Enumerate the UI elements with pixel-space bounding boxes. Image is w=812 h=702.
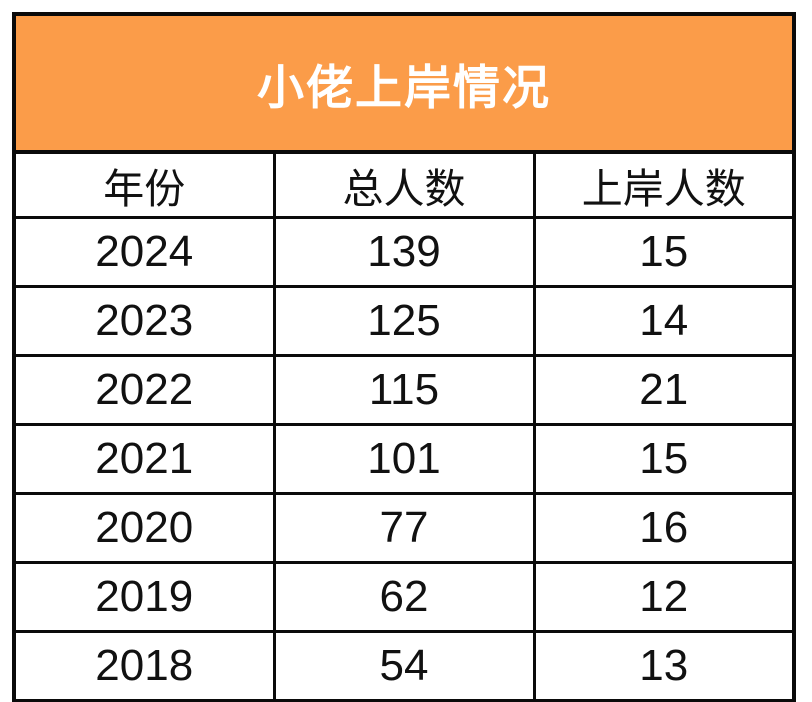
table-row: 2019 62 12 [12,561,796,633]
table-row: 2021 101 15 [12,423,796,495]
landed-cell: 14 [532,285,796,357]
table-row: 2023 125 14 [12,285,796,357]
landed-cell: 16 [532,492,796,564]
year-cell: 2019 [12,561,276,633]
year-cell: 2023 [12,285,276,357]
year-cell: 2024 [12,216,276,288]
data-table-container: 小佬上岸情况 年份 总人数 上岸人数 2024 139 15 2023 125 14 202… [12,12,796,702]
total-cell: 101 [272,423,536,495]
year-cell: 2020 [12,492,276,564]
table-title: 小佬上岸情况 [257,60,551,114]
table-body: 2024 139 15 2023 125 14 2022 115 21 2021 101 15 2020… [12,216,796,702]
title-row: 小佬上岸情况 [14,14,794,154]
data-table: 小佬上岸情况 年份 总人数 上岸人数 2024 139 15 2023 125 14 202… [12,12,796,702]
year-cell: 2022 [12,354,276,426]
total-cell: 62 [272,561,536,633]
landed-cell: 15 [532,216,796,288]
table-row: 2024 139 15 [12,216,796,288]
total-cell: 125 [272,285,536,357]
col-header-year: 年份 [12,150,276,219]
header-row: 年份 总人数 上岸人数 [12,150,796,219]
year-cell: 2021 [12,423,276,495]
total-cell: 54 [272,630,536,702]
table-row: 2020 77 16 [12,492,796,564]
year-cell: 2018 [12,630,276,702]
total-cell: 115 [272,354,536,426]
landed-cell: 12 [532,561,796,633]
table-row: 2022 115 21 [12,354,796,426]
table-title-banner: 小佬上岸情况 [14,14,794,154]
total-cell: 139 [272,216,536,288]
col-header-landed: 上岸人数 [532,150,796,219]
landed-cell: 15 [532,423,796,495]
landed-cell: 21 [532,354,796,426]
col-header-total: 总人数 [272,150,536,219]
total-cell: 77 [272,492,536,564]
landed-cell: 13 [532,630,796,702]
table-row: 2018 54 13 [12,630,796,702]
